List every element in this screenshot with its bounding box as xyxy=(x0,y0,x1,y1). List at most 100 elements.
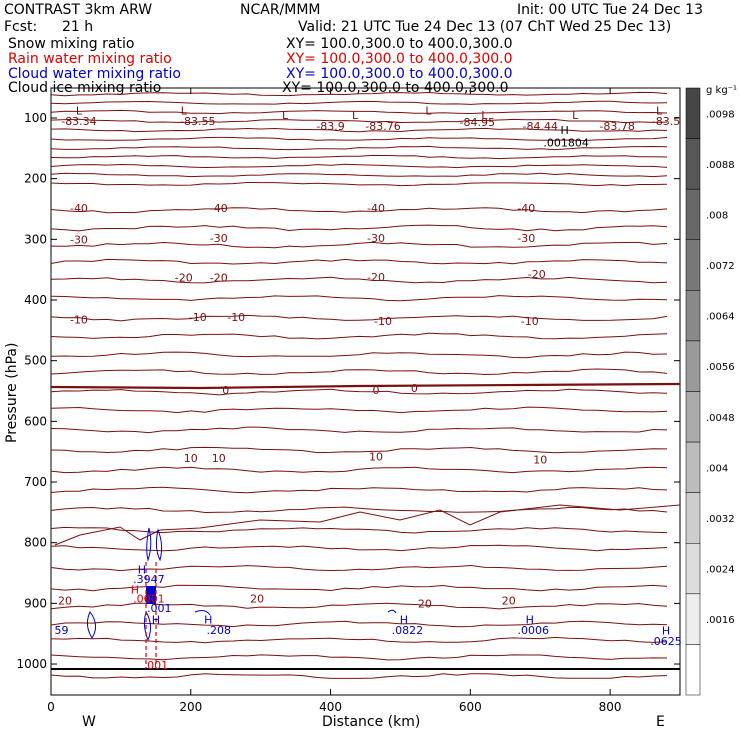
colorbar-units: g kg⁻¹ xyxy=(706,85,737,96)
high-marker: H xyxy=(138,563,146,576)
fcst-label: Fcst: xyxy=(4,19,37,35)
temperature-label: 0 xyxy=(222,384,229,397)
colorbar-swatch xyxy=(685,492,701,544)
temperature-contour-line xyxy=(50,295,668,302)
colorbar-swatch xyxy=(685,593,701,645)
org-title: NCAR/MMM xyxy=(240,2,321,18)
field-xy-rain: XY= 100.0,300.0 to 400.0,300.0 xyxy=(286,51,513,67)
temperature-contour-line xyxy=(50,351,668,359)
temperature-contour-line xyxy=(50,241,668,249)
temperature-label: -40 xyxy=(367,202,385,215)
temperature-label: 20 xyxy=(502,594,516,607)
colorbar-swatch xyxy=(685,87,701,139)
temperature-label: -10 xyxy=(70,313,88,326)
colorbar: .0098 .0088 .008 .0072 .0064 .0056 .0048 .004 .0… xyxy=(685,87,735,696)
temperature-contour-line xyxy=(50,154,668,160)
temperature-label: 20 xyxy=(418,597,432,610)
temperature-contour-line xyxy=(50,118,668,124)
low-marker: L xyxy=(181,105,188,118)
value-label: .001804 xyxy=(543,136,589,149)
cloud-water-core xyxy=(146,586,156,604)
temperature-contour-line xyxy=(50,466,668,474)
temperature-contour-line xyxy=(50,314,668,322)
init-time: Init: 00 UTC Tue 24 Dec 13 xyxy=(517,2,703,18)
temperature-contour-line xyxy=(50,127,668,133)
cloud-water-contour xyxy=(143,610,152,642)
y-tick-label: 900 xyxy=(24,596,47,610)
value-label: .208 xyxy=(206,624,231,637)
y-tick-label: 700 xyxy=(24,475,47,489)
value-label: .0625 xyxy=(650,635,682,648)
temperature-label: 10 xyxy=(533,454,547,467)
colorbar-tick-label: .0098 xyxy=(706,109,735,120)
y-tick-label: 500 xyxy=(24,354,47,368)
temperature-label: -10 xyxy=(521,315,539,328)
temperature-contour-line xyxy=(50,446,668,454)
hydrometeor-contours xyxy=(86,527,397,668)
colorbar-swatch xyxy=(685,290,701,342)
x-tick-label: 400 xyxy=(319,700,342,714)
temperature-contour-line xyxy=(50,654,668,661)
temperature-label: -30 xyxy=(517,232,535,245)
field-xy-cloud-water: XY= 100.0,300.0 to 400.0,300.0 xyxy=(286,66,513,82)
zero-degree-line xyxy=(50,382,681,390)
y-tick-label: 300 xyxy=(24,232,47,246)
colorbar-tick-label: .0056 xyxy=(706,362,735,373)
temperature-label: -20 xyxy=(175,272,193,285)
temperature-label: 10 xyxy=(184,452,198,465)
temperature-contour-line xyxy=(50,486,668,494)
high-marker: H xyxy=(131,583,139,596)
temperature-contours xyxy=(50,91,681,679)
colorbar-swatch xyxy=(685,644,701,696)
y-axis-label: Pressure (hPa) xyxy=(4,343,20,443)
temperature-contour-line xyxy=(50,426,668,434)
temperature-contour-line xyxy=(50,332,668,340)
colorbar-tick-label: .0064 xyxy=(706,312,735,323)
colorbar-tick-label: .0088 xyxy=(706,160,735,171)
boundary-contour-line xyxy=(54,504,681,546)
temperature-label: 0 xyxy=(372,384,379,397)
temperature-contour-line xyxy=(50,406,668,414)
temperature-contour-line xyxy=(50,100,668,105)
chart-labels: -83.34 -83.55 -83.9 -83.76 -84.95 -84.44 -83.7… xyxy=(54,105,681,673)
temperature-contour-line xyxy=(50,526,668,534)
temperature-label: -30 xyxy=(210,232,228,245)
temperature-label: -20 xyxy=(210,272,228,285)
high-marker: H xyxy=(526,614,534,627)
colorbar-swatch xyxy=(685,138,701,190)
y-tick-label: 400 xyxy=(24,293,47,307)
colorbar-tick-label: .004 xyxy=(706,463,728,474)
value-label: .001 xyxy=(147,602,172,615)
colorbar-swatch xyxy=(685,340,701,392)
low-marker: L xyxy=(572,109,579,122)
low-marker: L xyxy=(425,105,432,118)
temperature-label: -83.55 xyxy=(180,115,215,128)
colorbar-tick-label: .0072 xyxy=(706,261,735,272)
temperature-contour-line xyxy=(50,368,668,376)
temperature-contour-line xyxy=(50,91,668,97)
cloud-water-contour xyxy=(194,610,211,616)
temperature-contour-line xyxy=(50,564,668,572)
temperature-label: -83.78 xyxy=(599,120,634,133)
temperature-label: 20 xyxy=(58,594,72,607)
colorbar-tick-label: .0024 xyxy=(706,565,735,576)
x-tick-label: 0 xyxy=(47,700,55,714)
temperature-label: -10 xyxy=(227,311,245,324)
temperature-contour-line xyxy=(50,181,668,187)
field-name-snow: Snow mixing ratio xyxy=(8,36,134,52)
temperature-contour-line xyxy=(50,172,668,178)
y-tick-label: 200 xyxy=(24,172,47,186)
west-label: W xyxy=(82,714,96,730)
value-label: .001 xyxy=(144,659,169,672)
high-marker: H xyxy=(662,625,670,638)
low-marker: L xyxy=(656,105,663,118)
temperature-label: 10 xyxy=(212,452,226,465)
temperature-label: -40 xyxy=(517,202,535,215)
x-tick-label: 600 xyxy=(459,700,482,714)
colorbar-swatch xyxy=(685,239,701,291)
y-tick-label: 600 xyxy=(24,414,47,428)
temperature-label: -83.76 xyxy=(365,120,400,133)
y-tick-label: 100 xyxy=(24,111,47,125)
x-axis-label: Distance (km) xyxy=(322,714,420,730)
